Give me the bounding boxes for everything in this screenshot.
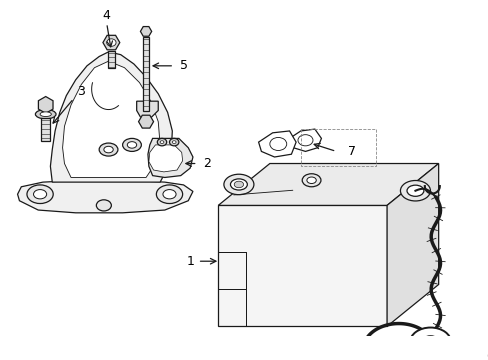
Polygon shape	[218, 206, 386, 326]
Ellipse shape	[224, 174, 253, 195]
Ellipse shape	[269, 138, 286, 150]
Text: 1: 1	[186, 255, 194, 268]
Ellipse shape	[160, 141, 163, 144]
Polygon shape	[62, 61, 160, 177]
Polygon shape	[218, 163, 438, 206]
Bar	[107, 51, 115, 68]
Polygon shape	[50, 52, 172, 182]
Polygon shape	[148, 145, 182, 172]
Ellipse shape	[406, 185, 423, 196]
Text: 4: 4	[102, 9, 110, 22]
Polygon shape	[137, 101, 158, 120]
Ellipse shape	[122, 138, 141, 152]
Ellipse shape	[297, 135, 312, 146]
Text: 6: 6	[485, 350, 488, 360]
Bar	[300, 129, 375, 166]
Ellipse shape	[106, 39, 116, 46]
Text: 3: 3	[77, 85, 85, 98]
Ellipse shape	[127, 141, 137, 148]
Ellipse shape	[409, 328, 450, 357]
Ellipse shape	[35, 109, 56, 119]
Ellipse shape	[163, 190, 176, 199]
Text: 2: 2	[203, 157, 210, 170]
Ellipse shape	[27, 185, 53, 203]
Ellipse shape	[34, 190, 46, 199]
Text: 7: 7	[347, 145, 356, 158]
Ellipse shape	[230, 179, 247, 190]
Ellipse shape	[302, 174, 320, 187]
Ellipse shape	[96, 200, 111, 211]
Ellipse shape	[103, 146, 113, 153]
Polygon shape	[386, 163, 438, 326]
Text: 5: 5	[179, 59, 187, 72]
Bar	[143, 37, 148, 111]
Ellipse shape	[172, 141, 176, 144]
Ellipse shape	[420, 336, 439, 349]
Ellipse shape	[400, 180, 429, 201]
Ellipse shape	[306, 177, 316, 184]
Ellipse shape	[40, 112, 51, 117]
Ellipse shape	[169, 138, 179, 146]
Polygon shape	[148, 138, 193, 177]
Ellipse shape	[234, 181, 243, 188]
Polygon shape	[289, 129, 321, 152]
Polygon shape	[258, 131, 296, 157]
Bar	[41, 118, 50, 141]
Ellipse shape	[157, 138, 166, 146]
Ellipse shape	[99, 143, 118, 156]
Polygon shape	[18, 180, 193, 213]
Ellipse shape	[156, 185, 182, 203]
